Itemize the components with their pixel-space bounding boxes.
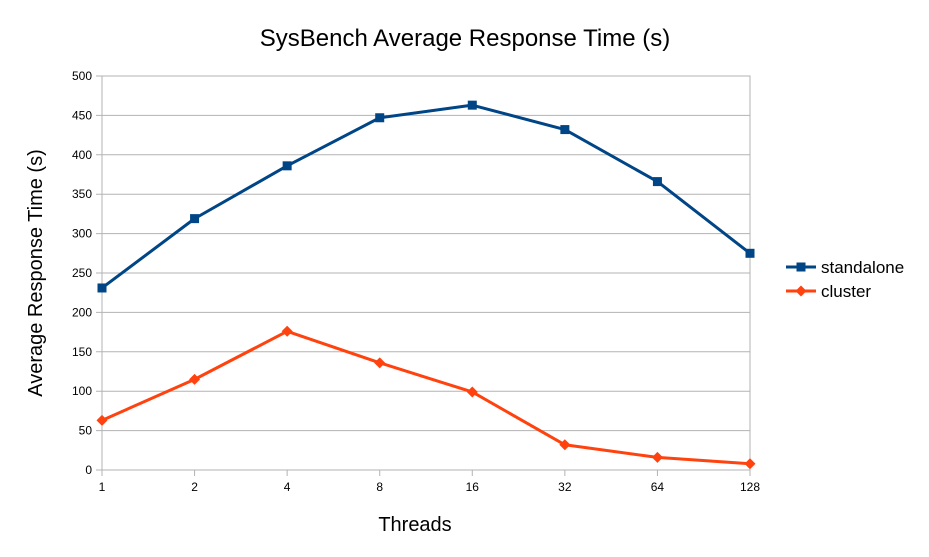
cluster-point xyxy=(189,373,201,385)
standalone-point xyxy=(745,248,755,258)
y-axis-ticks: 0 50 100 150 200 250 300 350 400 450 500 xyxy=(72,69,92,477)
standalone-point xyxy=(190,214,200,224)
standalone-point xyxy=(652,177,662,187)
legend-marker xyxy=(795,285,807,297)
y-tick-label: 300 xyxy=(72,227,92,241)
x-tick-label: 32 xyxy=(558,480,572,494)
y-tick-label: 500 xyxy=(72,69,92,83)
x-tick-label: 64 xyxy=(651,480,665,494)
y-tick-label: 100 xyxy=(72,384,92,398)
legend-item-standalone: standalone xyxy=(786,258,904,277)
cluster-point xyxy=(281,325,293,337)
series-standalone xyxy=(97,100,755,293)
y-tick-label: 150 xyxy=(72,345,92,359)
cluster-point xyxy=(374,357,386,369)
y-tick-label: 450 xyxy=(72,108,92,122)
standalone-point xyxy=(560,125,570,135)
legend-item-cluster: cluster xyxy=(786,282,871,301)
cluster-line xyxy=(101,329,751,466)
gridlines xyxy=(96,75,751,476)
legend-label: cluster xyxy=(821,282,871,301)
y-tick-label: 400 xyxy=(72,148,92,162)
standalone-point xyxy=(375,113,385,123)
cluster-point xyxy=(559,439,571,451)
standalone-line xyxy=(101,103,751,290)
series-layer xyxy=(96,100,756,470)
x-tick-label: 128 xyxy=(740,480,760,494)
legend: standalone cluster xyxy=(786,258,904,301)
x-tick-label: 8 xyxy=(376,480,383,494)
chart-title: SysBench Average Response Time (s) xyxy=(260,25,670,52)
y-axis-title: Average Response Time (s) xyxy=(25,149,47,397)
y-tick-label: 200 xyxy=(72,305,92,319)
legend-label: standalone xyxy=(821,258,904,277)
cluster-point xyxy=(466,386,478,398)
y-tick-label: 0 xyxy=(85,463,92,477)
cluster-point xyxy=(651,451,663,463)
plot-area xyxy=(101,75,751,471)
x-axis-ticks: 1 2 4 8 16 32 64 128 xyxy=(99,480,761,494)
x-tick-label: 1 xyxy=(99,480,106,494)
cluster-point xyxy=(744,458,756,470)
series-cluster xyxy=(96,325,756,470)
x-tick-label: 4 xyxy=(284,480,291,494)
y-tick-label: 250 xyxy=(72,266,92,280)
x-axis-title: Threads xyxy=(378,514,451,536)
x-tick-label: 2 xyxy=(191,480,198,494)
y-tick-label: 50 xyxy=(79,424,93,438)
x-tick-label: 16 xyxy=(466,480,480,494)
legend-marker xyxy=(796,262,806,272)
standalone-point xyxy=(467,100,477,110)
standalone-point xyxy=(282,161,292,171)
y-tick-label: 350 xyxy=(72,187,92,201)
cluster-point xyxy=(96,414,108,426)
standalone-point xyxy=(97,283,107,293)
